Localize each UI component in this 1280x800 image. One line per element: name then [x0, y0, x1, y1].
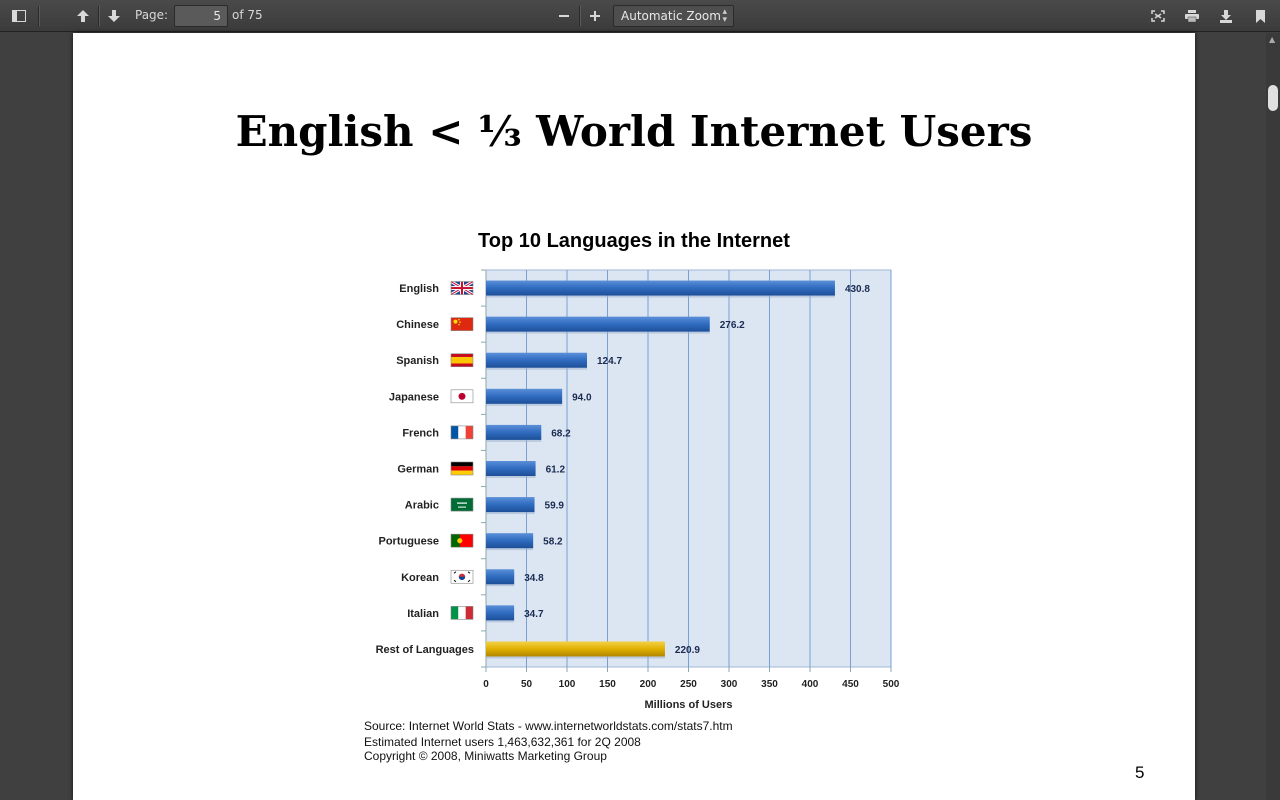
bar-value-label: 34.7	[524, 609, 544, 620]
category-label: German	[397, 464, 439, 476]
bar-italian	[486, 605, 515, 621]
category-label: Spanish	[396, 355, 439, 367]
korea-flag-icon	[450, 569, 474, 584]
bar-chart: 0 50 100 150 200 250 300 350 400 450 500 430.8 Engli…	[376, 269, 900, 711]
bar-value-label: 276.2	[720, 320, 745, 331]
download-icon[interactable]	[1213, 4, 1239, 28]
bar-chinese	[486, 316, 710, 332]
bar-value-label: 220.9	[675, 645, 700, 656]
presentation-mode-icon[interactable]	[1145, 4, 1171, 28]
chart-title: Top 10 Languages in the Internet	[478, 230, 790, 252]
vertical-scrollbar[interactable]: ▲	[1266, 33, 1280, 800]
category-label: Portuguese	[378, 536, 439, 548]
uk-flag-icon	[450, 280, 474, 296]
bar-rest-of-languages	[486, 641, 665, 657]
page-label: Page:	[135, 8, 169, 22]
category-label: Korean	[401, 572, 439, 584]
x-axis-label: Millions of Users	[644, 699, 732, 711]
saudi-flag-icon	[450, 497, 474, 512]
bar-value-label: 430.8	[845, 284, 870, 295]
source-line-1: Source: Internet World Stats - www.inter…	[364, 719, 733, 733]
x-tick-label: 100	[559, 679, 576, 690]
zoom-select[interactable]: Automatic Zoom ▴ ▾	[613, 5, 734, 27]
category-label: Chinese	[396, 319, 439, 331]
zoom-out-button[interactable]	[551, 4, 577, 28]
bar-english	[486, 280, 835, 296]
pdf-toolbar: Page: 5 of 75 Automatic Zoom ▴ ▾	[0, 0, 1280, 32]
category-label: English	[399, 283, 439, 295]
page-count: of 75	[232, 8, 263, 22]
x-tick-label: 50	[521, 679, 533, 690]
italy-flag-icon	[450, 606, 474, 620]
china-flag-icon	[450, 317, 474, 331]
bar-french	[486, 424, 542, 440]
x-tick-label: 300	[721, 679, 738, 690]
source-line-2: Estimated Internet users 1,463,632,361 f…	[364, 735, 641, 749]
bar-korean	[486, 569, 515, 585]
x-tick-label: 500	[883, 679, 900, 690]
bookmark-icon[interactable]	[1247, 4, 1273, 28]
print-icon[interactable]	[1179, 4, 1205, 28]
category-label: Italian	[407, 608, 439, 620]
pdf-page: English < ⅓ World Internet Users Top 10 …	[73, 33, 1195, 800]
category-label: Japanese	[389, 391, 439, 403]
bar-german	[486, 461, 536, 476]
bar-value-label: 61.2	[546, 465, 566, 476]
scroll-thumb[interactable]	[1268, 85, 1278, 111]
bar-value-label: 34.8	[524, 573, 544, 584]
previous-page-icon[interactable]	[70, 4, 96, 28]
category-label: Arabic	[405, 500, 439, 512]
bar-value-label: 94.0	[572, 392, 592, 403]
germany-flag-icon	[450, 461, 474, 476]
bar-value-label: 58.2	[543, 537, 563, 548]
scroll-up-icon[interactable]: ▲	[1269, 35, 1276, 44]
bar-japanese	[486, 388, 563, 404]
bar-value-label: 68.2	[551, 428, 571, 439]
x-tick-label: 150	[599, 679, 616, 690]
x-tick-label: 200	[640, 679, 657, 690]
japan-flag-icon	[450, 389, 474, 404]
category-label: Rest of Languages	[376, 644, 474, 656]
page-number-input[interactable]: 5	[174, 5, 228, 27]
sidebar-toggle-icon[interactable]	[6, 4, 32, 28]
portugal-flag-icon	[450, 533, 474, 548]
x-tick-label: 250	[680, 679, 697, 690]
x-tick-label: 400	[802, 679, 819, 690]
document-viewer: English < ⅓ World Internet Users Top 10 …	[0, 33, 1266, 800]
x-tick-label: 450	[842, 679, 859, 690]
bar-portuguese	[486, 533, 534, 549]
zoom-value: Automatic Zoom	[621, 9, 721, 23]
category-label: French	[402, 427, 439, 439]
chevron-updown-icon: ▴ ▾	[722, 7, 727, 25]
x-tick-label: 350	[761, 679, 778, 690]
page-number: 5	[1135, 763, 1145, 782]
bar-arabic	[486, 497, 535, 513]
next-page-icon[interactable]	[101, 4, 127, 28]
x-tick-label: 0	[483, 679, 489, 690]
slide-title: English < ⅓ World Internet Users	[235, 107, 1033, 156]
bar-value-label: 59.9	[545, 501, 565, 512]
source-line-3: Copyright © 2008, Miniwatts Marketing Gr…	[364, 749, 607, 763]
bar-value-label: 124.7	[597, 356, 622, 367]
bar-spanish	[486, 352, 588, 368]
france-flag-icon	[450, 425, 474, 440]
spain-flag-icon	[450, 353, 474, 368]
zoom-in-button[interactable]	[582, 4, 608, 28]
